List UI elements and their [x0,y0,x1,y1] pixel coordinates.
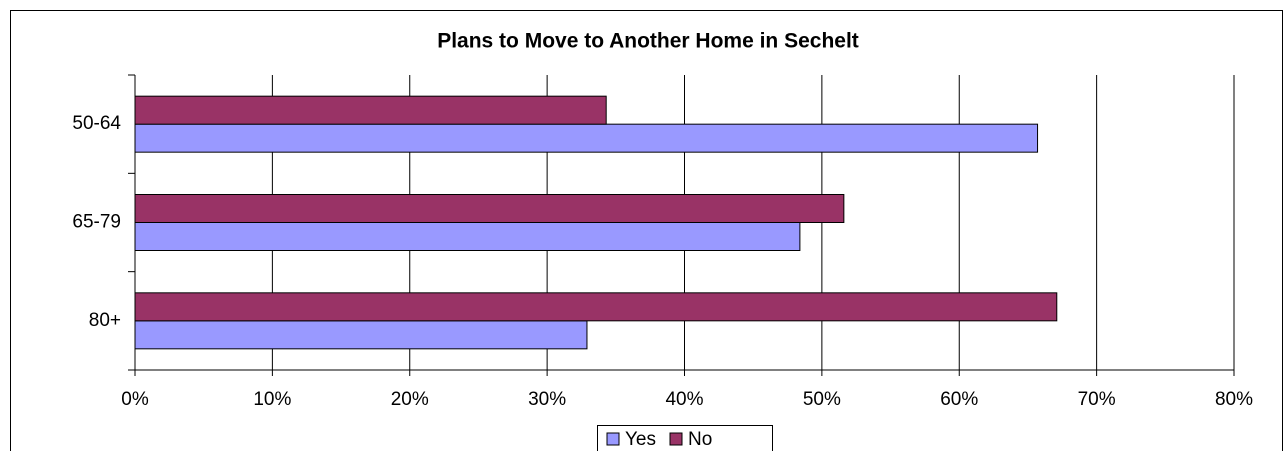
bar [134,123,1039,153]
legend-label: No [688,429,712,450]
legend-swatch [606,432,620,446]
x-tick-label: 30% [528,389,566,410]
y-tick-label: 80+ [89,310,121,331]
y-tick-label: 65-79 [72,212,121,233]
bar [134,222,801,251]
x-tick-label: 0% [121,389,149,410]
bar [134,95,607,125]
x-tick-label: 40% [665,389,703,410]
bar [134,320,588,350]
x-tick-label: 80% [1215,389,1253,410]
legend-label: Yes [625,429,656,450]
chart-title: Plans to Move to Another Home in Sechelt [437,30,859,53]
y-tick-label: 50-64 [72,113,121,134]
x-tick-label: 10% [253,389,291,410]
bar [134,292,1058,322]
legend-swatch [669,432,683,446]
x-tick-label: 60% [940,389,978,410]
x-tick-label: 70% [1078,389,1116,410]
x-tick-label: 50% [803,389,841,410]
legend-box [597,425,773,451]
x-tick-label: 20% [391,389,429,410]
bar [134,194,845,223]
